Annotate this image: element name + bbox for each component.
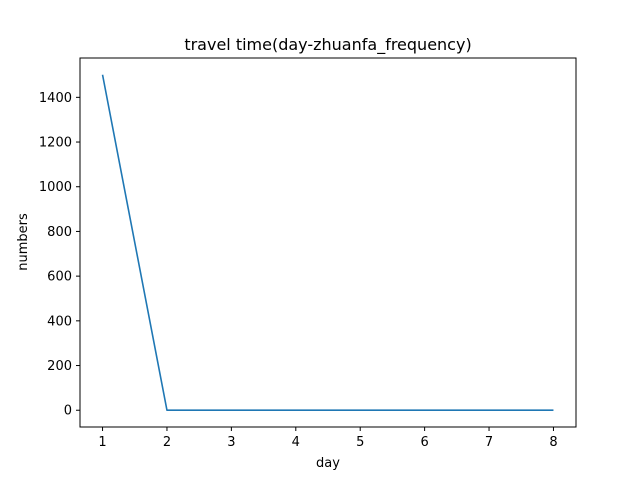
chart-title: travel time(day-zhuanfa_frequency)	[184, 35, 471, 55]
y-tick-label: 200	[47, 359, 72, 374]
y-axis: 0 200 400 600 800 1000 1200 1400	[39, 91, 80, 419]
y-tick-label: 800	[47, 225, 72, 240]
x-tick-label: 3	[227, 435, 235, 450]
y-axis-label: numbers	[16, 213, 31, 271]
y-tick-label: 1200	[39, 136, 72, 151]
y-tick-label: 1400	[39, 91, 72, 106]
x-tick-label: 6	[420, 435, 428, 450]
x-tick-label: 5	[356, 435, 364, 450]
y-tick-label: 600	[47, 270, 72, 285]
y-tick-label: 0	[64, 404, 72, 419]
x-tick-label: 4	[292, 435, 300, 450]
y-tick-label: 400	[47, 314, 72, 329]
x-tick-label: 2	[163, 435, 171, 450]
y-tick-label: 1000	[39, 180, 72, 195]
series-line	[101, 74, 554, 412]
x-axis: 1 2 3 4 5 6 7 8	[98, 427, 558, 450]
x-tick-label: 7	[485, 435, 493, 450]
plot-frame	[79, 57, 577, 428]
series-layer	[101, 74, 554, 412]
x-axis-label: day	[316, 456, 340, 471]
x-tick-label: 1	[98, 435, 106, 450]
x-tick-label: 8	[549, 435, 557, 450]
